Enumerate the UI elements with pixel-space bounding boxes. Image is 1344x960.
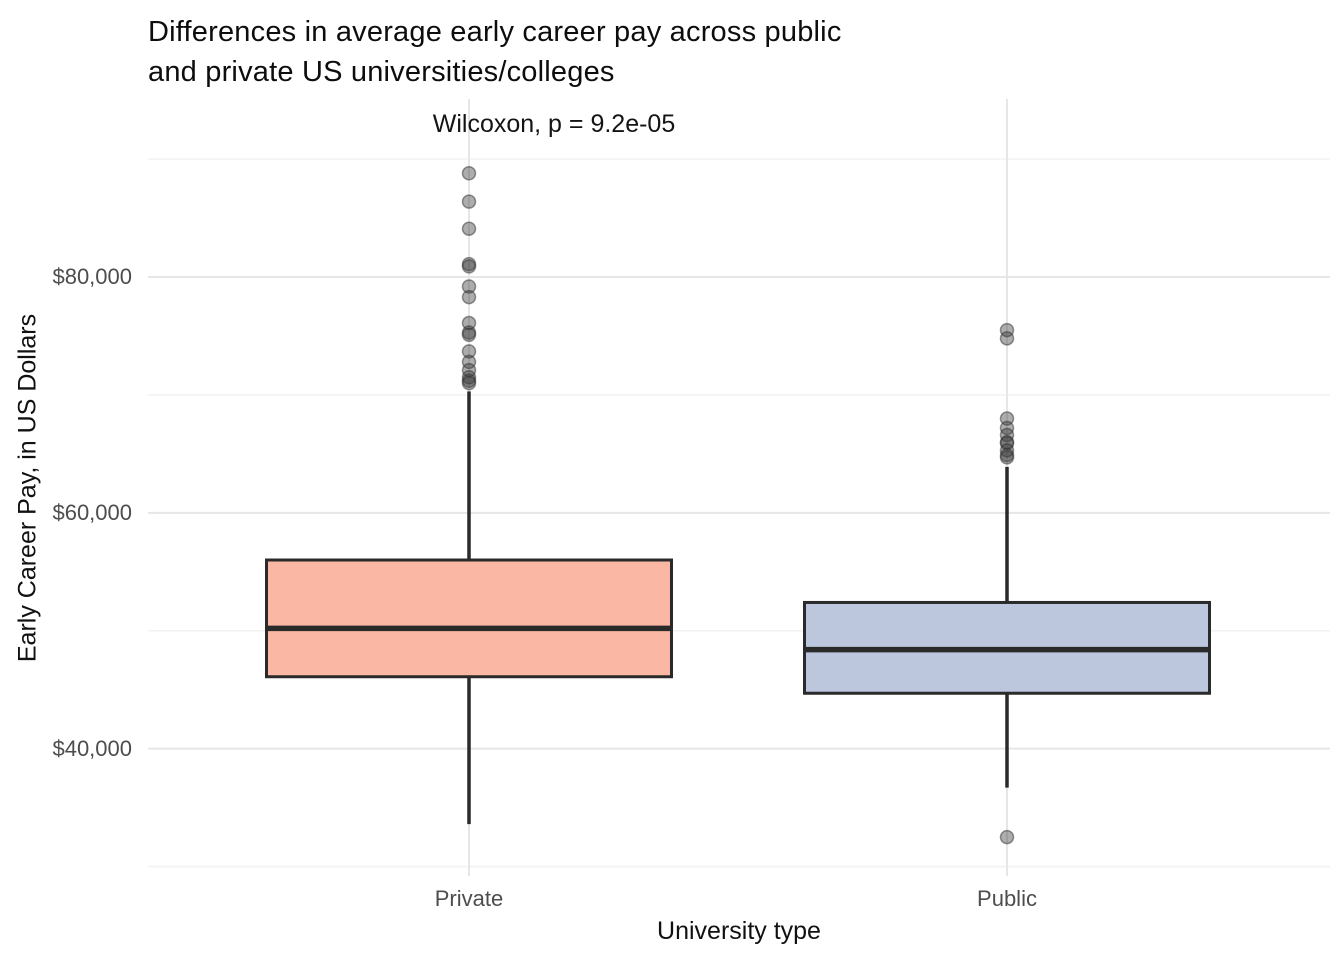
y-tick-label: $80,000: [52, 264, 132, 290]
x-axis-title: University type: [657, 917, 821, 945]
outlier-point-public: [999, 829, 1015, 845]
chart-title-line-1: Differences in average early career pay …: [148, 16, 842, 48]
outlier-point-private: [461, 344, 477, 359]
chart-title-line-2: and private US universities/colleges: [148, 56, 615, 88]
outlier-point-private: [461, 375, 477, 391]
outlier-point-private: [461, 327, 477, 343]
outlier-point-public: [999, 450, 1015, 465]
x-tick-label-public: Public: [977, 886, 1037, 911]
wilcoxon-pvalue-annotation: Wilcoxon, p = 9.2e-05: [432, 110, 676, 138]
y-axis-title: Early Career Pay, in US Dollars: [13, 313, 42, 663]
outlier-point-private: [461, 166, 477, 181]
chart-title: Differences in average early career pay …: [148, 12, 842, 92]
outlier-point-private: [461, 221, 477, 236]
outlier-point-private: [461, 194, 477, 209]
x-tick-label-private: Private: [434, 886, 504, 911]
box-private: [265, 558, 673, 679]
y-tick-label: $40,000: [52, 735, 132, 761]
y-tick-label: $60,000: [52, 499, 132, 525]
outlier-point-private: [461, 259, 477, 274]
outlier-point-public: [999, 331, 1015, 346]
outlier-point-private: [461, 289, 477, 305]
outlier-point-private: [461, 279, 477, 294]
